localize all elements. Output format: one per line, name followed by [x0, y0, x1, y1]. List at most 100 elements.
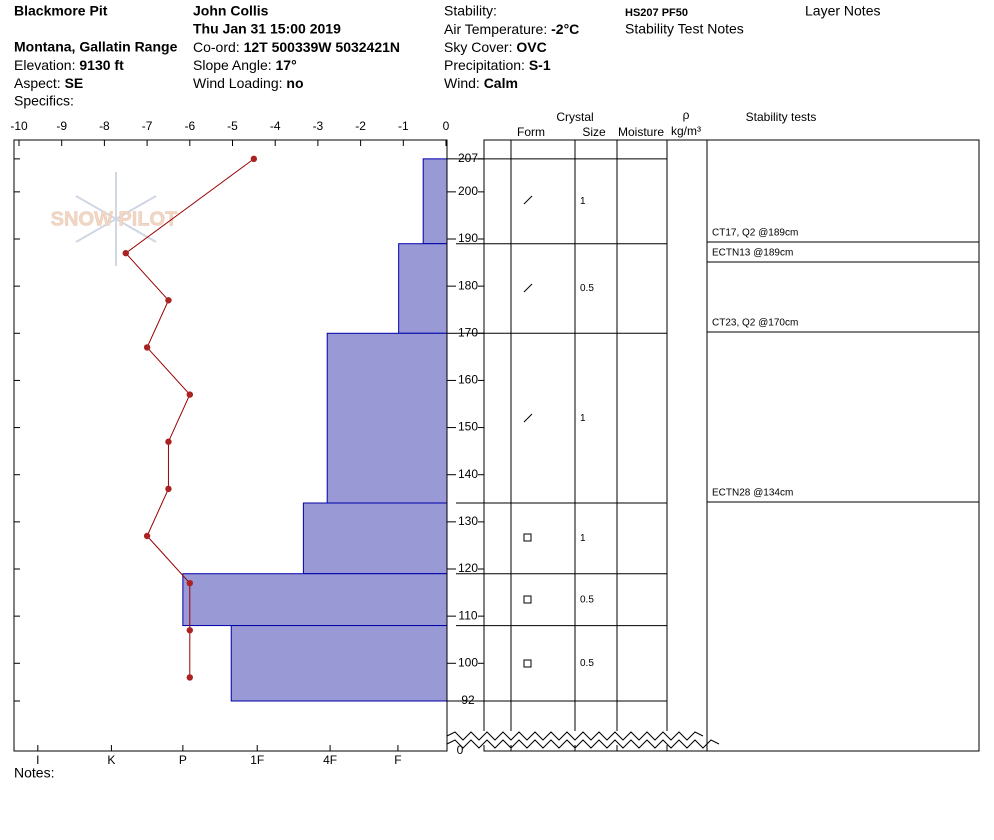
crystal-frame	[483, 139, 708, 752]
column-headers: Crystal Form Size Moisture ρ kg/m³ Stabi…	[517, 108, 816, 139]
y-tick-label: 140	[458, 467, 478, 481]
stability-test: CT17, Q2 @189cm	[712, 228, 798, 239]
snowflake	[75, 172, 157, 266]
x-tick-label: -4	[270, 119, 281, 133]
hs: HS207 PF50	[625, 7, 688, 19]
x-tick-label: -1	[398, 119, 409, 133]
temperature-point	[186, 579, 193, 587]
site: Blackmore Pit	[14, 3, 108, 19]
plot-frame	[13, 139, 448, 752]
label: Co-ord: 12T 500339W 5032421N	[193, 39, 400, 55]
label: Elevation: 9130 ft	[14, 57, 124, 73]
x-tick-label: -5	[227, 119, 238, 133]
range: Montana, Gallatin Range	[14, 39, 178, 55]
x-tick-label: 1F	[250, 753, 264, 767]
x-tick-label: -3	[313, 119, 324, 133]
stability-test: CT23, Q2 @170cm	[712, 318, 798, 329]
notes-label: Notes:	[14, 765, 54, 781]
header: Form	[517, 125, 545, 139]
hardness-bar	[302, 502, 448, 575]
y-tick-label: 0	[457, 743, 464, 757]
temperature-point	[143, 344, 151, 351]
layer-notes: Layer Notes	[805, 3, 880, 19]
y-tick-label: 160	[458, 373, 478, 387]
header: Stability tests	[746, 110, 817, 124]
x-tick-label: -2	[355, 119, 366, 133]
header: kg/m³	[671, 124, 701, 138]
y-tick-label: 190	[458, 231, 478, 245]
temperature-point	[250, 155, 258, 163]
label: Sky Cover: OVC	[444, 39, 547, 55]
y-tick-label: 150	[458, 420, 478, 434]
temperature-point	[143, 532, 151, 540]
crystal-size: 0.5	[580, 658, 594, 669]
label: Precipitation: S-1	[444, 57, 551, 73]
watermark-text: SNOW PILOT	[51, 208, 178, 230]
x-tick-label: K	[107, 753, 115, 767]
x-tick-label: I	[36, 753, 39, 767]
y-tick-label: 200	[458, 184, 478, 198]
datetime: Thu Jan 31 15:00 2019	[193, 21, 341, 37]
label: Slope Angle: 17°	[193, 57, 297, 73]
temperature-point	[186, 627, 193, 634]
x-tick-label: -9	[56, 119, 67, 133]
crystal-size: 0.5	[580, 283, 594, 294]
stability-test: ECTN13 @189cm	[712, 248, 793, 259]
stability-test: ECTN28 @134cm	[712, 488, 793, 499]
y-tick-label: 207	[458, 151, 478, 165]
x-tick-label: F	[394, 753, 401, 767]
x-tick-label: 0	[443, 119, 450, 133]
header: Size	[582, 125, 606, 139]
temperature-point	[165, 438, 172, 445]
form-icon	[523, 659, 532, 668]
header: Crystal	[556, 110, 593, 124]
form-icon	[523, 533, 532, 542]
axis-break	[446, 731, 704, 741]
observer: John Collis	[193, 3, 269, 19]
label: Wind: Calm	[444, 75, 518, 91]
y-tick-label: 170	[458, 325, 478, 339]
header: Moisture	[618, 125, 664, 139]
header: ρ	[683, 108, 690, 122]
stability-frame	[706, 139, 980, 752]
form-icon	[523, 283, 533, 293]
hardness-bar	[422, 158, 448, 245]
temperature-point	[186, 674, 193, 681]
label: Aspect: SE	[14, 75, 83, 91]
x-tick-label: -10	[10, 119, 28, 133]
crystal-size: 1	[580, 413, 586, 424]
crystal-size: 0.5	[580, 594, 594, 605]
crystal-forms	[523, 195, 533, 668]
form-icon	[523, 413, 533, 423]
hardness-bar	[230, 625, 448, 702]
form-icon	[523, 195, 533, 205]
hardness-bar	[182, 573, 448, 627]
y-tick-label: 92	[461, 693, 475, 707]
label: Wind Loading: no	[193, 75, 304, 91]
crystal-size: 1	[580, 533, 586, 544]
axis-break	[446, 739, 720, 749]
y-tick-label: 100	[458, 655, 478, 669]
x-tick-label: 4F	[323, 753, 337, 767]
temperature-point	[165, 485, 172, 493]
x-tick-label: -8	[99, 119, 110, 133]
form-icon	[523, 595, 532, 604]
y-tick-label: 120	[458, 561, 478, 575]
y-tick-label: 180	[458, 278, 478, 292]
label: Specifics:	[14, 93, 74, 109]
crystal-size: 1	[580, 196, 586, 207]
x-tick-label: -7	[142, 119, 153, 133]
label: Air Temperature: -2°C	[444, 21, 579, 37]
stability-notes: Stability Test Notes	[625, 21, 744, 37]
temperature-point	[122, 249, 129, 257]
header: Blackmore Pit Montana, Gallatin Range El…	[14, 3, 880, 109]
y-tick-label: 110	[458, 608, 477, 622]
watermark: SNOW PILOT	[50, 172, 178, 266]
frames	[13, 139, 980, 752]
temperature-point	[165, 297, 172, 304]
x-tick-label: -6	[184, 119, 195, 133]
stability-tests: CT17, Q2 @189cm ECTN13 @189cm CT23, Q2 @…	[707, 228, 979, 503]
x-tick-label: P	[179, 753, 187, 767]
label: Stability:	[444, 3, 497, 19]
